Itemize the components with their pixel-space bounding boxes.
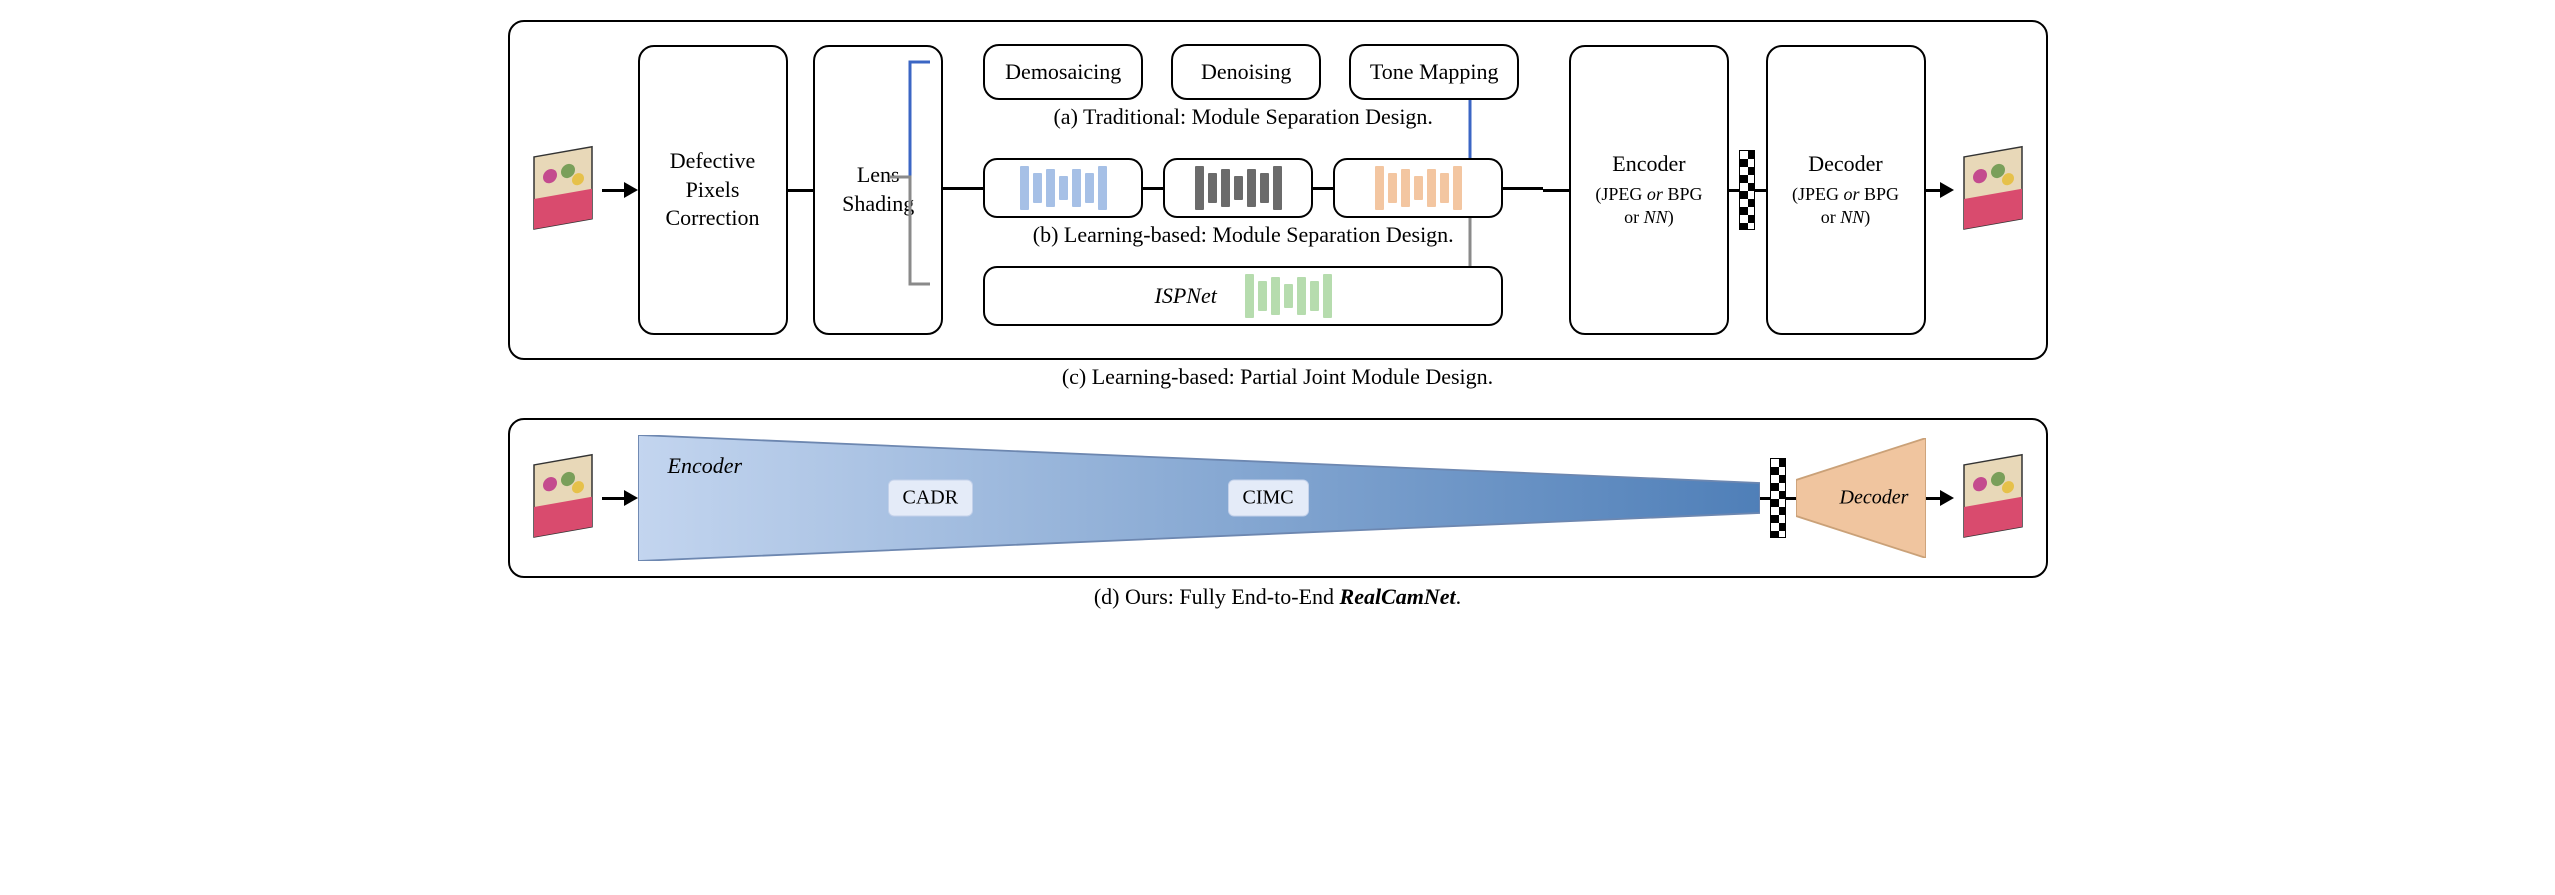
panel-ours: Encoder CADR CIMC Decoder (508, 418, 2048, 578)
input-image-thumb-2 (528, 448, 598, 548)
decoder-trapezoid: Decoder (1796, 438, 1926, 558)
caption-d: (d) Ours: Fully End-to-End RealCamNet. (508, 584, 2048, 610)
panel-pipelines: Defective Pixels Correction Lens Shading… (508, 20, 2048, 360)
decoder-title: Decoder (1808, 150, 1883, 179)
connector (788, 189, 814, 192)
nn-box-3 (1333, 158, 1503, 218)
nn-box-2 (1163, 158, 1313, 218)
chip-cimc: CIMC (1228, 480, 1309, 517)
connector (1729, 189, 1739, 192)
ispnet-box: ISPNet (983, 266, 1503, 326)
bars-green (1245, 274, 1332, 318)
box-demosaicing: Demosaicing (983, 44, 1143, 100)
arrow-out-2 (1926, 490, 1954, 506)
diagram-root: Defective Pixels Correction Lens Shading… (508, 20, 2048, 610)
bars-orange (1375, 166, 1462, 210)
box-tonemapping: Tone Mapping (1349, 44, 1519, 100)
label: Demosaicing (1005, 58, 1121, 87)
realcamnet-name: RealCamNet (1340, 584, 1456, 609)
caption-a: (a) Traditional: Module Separation Desig… (943, 104, 1543, 130)
box-denoising: Denoising (1171, 44, 1321, 100)
bars-grey (1195, 166, 1282, 210)
bitstream-icon-2 (1770, 458, 1786, 538)
label: Denoising (1201, 58, 1291, 87)
encoder-trapezoid: Encoder CADR CIMC (638, 435, 1760, 561)
arrow-out (1926, 182, 1954, 198)
encoder-title: Encoder (1612, 150, 1685, 179)
box-defective-label: Defective Pixels Correction (665, 147, 759, 233)
label: Tone Mapping (1370, 58, 1499, 87)
connector (1755, 189, 1765, 192)
box-encoder: Encoder (JPEG or BPGor NN) (1569, 45, 1729, 335)
box-lens-shading: Lens Shading (813, 45, 943, 335)
output-image-thumb (1958, 140, 2028, 240)
caption-c: (c) Learning-based: Partial Joint Module… (508, 364, 2048, 390)
row-b (983, 158, 1503, 218)
box-lens-label: Lens Shading (842, 161, 914, 218)
decoder-sub: (JPEG or BPGor NN) (1792, 183, 1899, 230)
connector (1786, 497, 1796, 500)
row-c: ISPNet (983, 266, 1503, 326)
bitstream-icon (1739, 150, 1755, 230)
caption-b: (b) Learning-based: Module Separation De… (943, 222, 1543, 248)
arrow-in-2 (602, 490, 638, 506)
chip-cadr: CADR (888, 480, 974, 517)
nn-box-1 (983, 158, 1143, 218)
connector (1760, 497, 1770, 500)
input-image-thumb (528, 140, 598, 240)
encoder-label: Encoder (668, 453, 743, 479)
encoder-sub: (JPEG or BPGor NN) (1595, 183, 1702, 230)
box-defective-pixels: Defective Pixels Correction (638, 45, 788, 335)
ispnet-label: ISPNet (1155, 283, 1217, 309)
box-decoder: Decoder (JPEG or BPGor NN) (1766, 45, 1926, 335)
bars-blue (1020, 166, 1107, 210)
output-image-thumb-2 (1958, 448, 2028, 548)
row-a: Demosaicing Denoising Tone Mapping (983, 44, 1503, 100)
connector (1543, 189, 1569, 192)
decoder-label: Decoder (1840, 487, 1909, 510)
middle-stack: Demosaicing Denoising Tone Mapping (a) T… (943, 34, 1543, 346)
arrow-in (602, 182, 638, 198)
